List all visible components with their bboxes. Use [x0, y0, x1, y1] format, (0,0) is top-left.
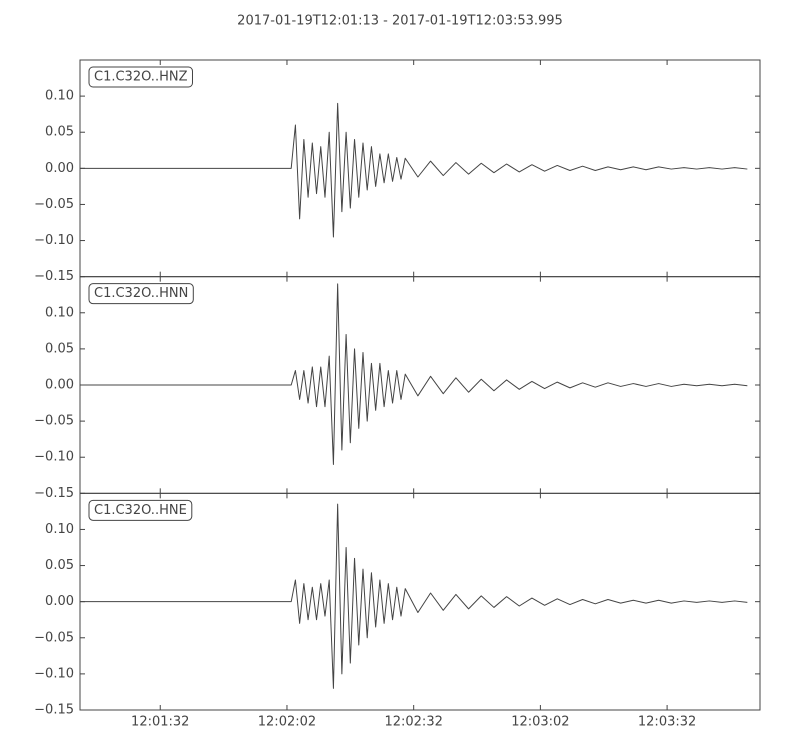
y-tick-label: 0.00	[45, 378, 74, 393]
y-tick-label: 0.05	[45, 558, 74, 573]
chart-title: 2017-01-19T12:01:13 - 2017-01-19T12:03:5…	[237, 14, 563, 29]
y-tick-label: −0.15	[34, 269, 74, 284]
waveform	[80, 283, 748, 465]
trace-label: C1.C32O..HNE	[94, 503, 187, 518]
y-tick-label: 0.05	[45, 341, 74, 356]
x-tick-label: 12:03:32	[638, 715, 696, 730]
y-tick-label: −0.05	[34, 197, 74, 212]
y-tick-label: 0.10	[45, 522, 74, 537]
y-tick-label: 0.10	[45, 305, 74, 320]
y-tick-label: −0.15	[34, 703, 74, 718]
y-tick-label: −0.05	[34, 414, 74, 429]
waveform	[80, 503, 748, 689]
y-tick-label: −0.15	[34, 486, 74, 501]
x-tick-label: 12:02:32	[384, 715, 442, 730]
y-tick-label: 0.00	[45, 594, 74, 609]
trace-label: C1.C32O..HNZ	[94, 70, 188, 85]
trace-label-box	[88, 66, 193, 88]
y-tick-label: 0.05	[45, 125, 74, 140]
y-tick-label: −0.10	[34, 450, 74, 465]
x-tick-label: 12:01:32	[131, 715, 189, 730]
y-tick-label: −0.10	[34, 666, 74, 681]
trace-label-box	[88, 283, 194, 305]
x-tick-label: 12:03:02	[511, 715, 569, 730]
x-tick-label: 12:02:02	[258, 715, 316, 730]
waveform	[80, 102, 748, 238]
y-tick-label: 0.10	[45, 89, 74, 104]
y-tick-label: 0.00	[45, 161, 74, 176]
trace-label-box	[88, 499, 193, 521]
y-tick-label: −0.05	[34, 630, 74, 645]
axes-frame	[79, 492, 761, 711]
y-tick-label: −0.10	[34, 233, 74, 248]
trace-label: C1.C32O..HNN	[94, 286, 188, 301]
